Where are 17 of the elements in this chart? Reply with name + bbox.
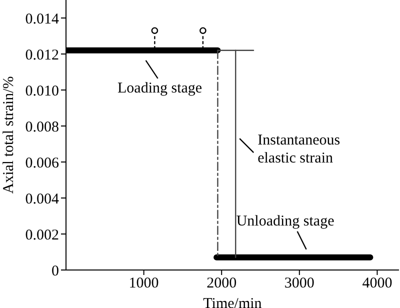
x-tick-label: 1000 (128, 276, 159, 292)
y-tick-label: 0.002 (25, 227, 59, 244)
y-tick-label: 0.012 (25, 47, 59, 64)
annotation: Unloading stage (236, 213, 335, 230)
y-tick-label: 0.004 (25, 191, 60, 208)
x-tick-label: 2000 (206, 276, 237, 292)
annotation: Instantaneous elastic strain (258, 132, 340, 167)
y-tick-label: 0.010 (25, 83, 59, 100)
x-tick-label: 4000 (362, 276, 392, 292)
y-tick-label: 0.014 (25, 11, 60, 28)
x-tick-label: 3000 (284, 276, 314, 292)
y-axis-title: Axial total strain/% (1, 76, 17, 194)
y-tick-label: 0.008 (25, 119, 59, 136)
y-tick-label: 0 (52, 263, 59, 280)
annotation: Loading stage (118, 80, 202, 96)
x-axis-title: Time/min (203, 296, 262, 308)
y-tick-label: 0.006 (25, 155, 60, 172)
